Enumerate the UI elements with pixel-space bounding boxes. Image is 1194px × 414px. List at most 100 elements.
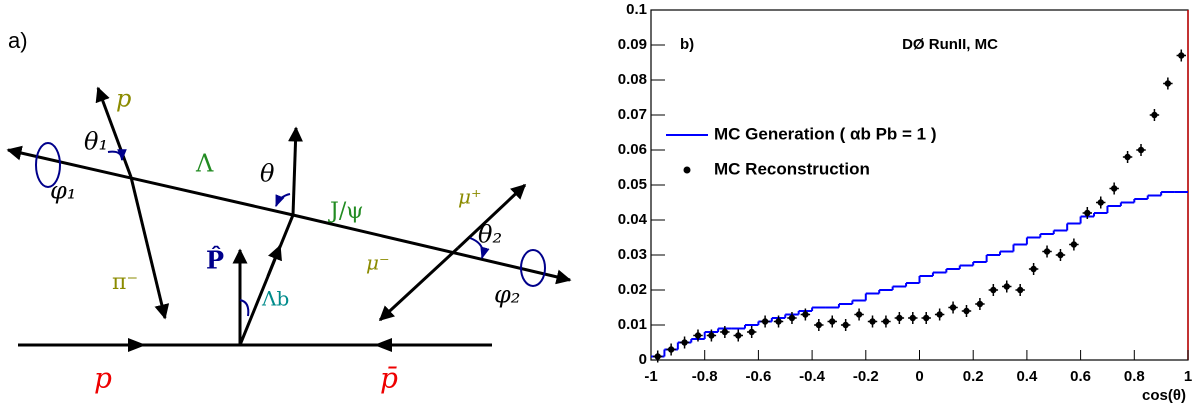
data-point [909,314,916,322]
lambda-b-line [238,214,295,346]
angle-arc [469,237,490,260]
x-tick-label: 0.4 [1016,368,1038,385]
x-tick-label: 0.6 [1070,368,1091,385]
data-point [735,332,742,339]
muon-minus-arrow [378,246,460,322]
y-tick-label: 0.09 [618,36,647,53]
data-point [1164,80,1172,87]
data-point [923,314,930,322]
data-point [1097,199,1104,206]
data-point [721,328,729,336]
panel-label: b) [680,36,694,53]
data-point [976,300,984,308]
y-tick-label: 0.02 [618,281,647,298]
data-point [869,318,876,325]
data-point [775,318,782,325]
data-point [761,318,769,325]
diagram: a) p θ₁ Λ θ J/ψ μ⁺ θ₂ φ₁ π⁻ P̂ Λb μ⁻ φ₂ … [6,28,572,395]
angle-label: θ₁ [84,128,108,156]
data-point [1137,146,1145,154]
data-point [708,332,715,339]
data-point [990,286,997,294]
y-tick-label: 0.07 [618,106,647,123]
particle-label: π⁻ [112,270,138,295]
rotation-ellipse [520,249,546,287]
beam-label: p̄ [380,362,398,395]
legend-entry: MC Generation ( αb Pb = 1 ) [714,124,937,143]
data-point [667,346,675,353]
y-tick-label: 0.05 [618,176,647,193]
data-point [1151,111,1158,119]
angle-arc [275,193,291,208]
data-point [694,332,702,339]
lambda-line [6,145,294,217]
data-point [1043,248,1051,255]
particle-label: Λ [195,150,214,178]
particle-label: J/ψ [328,199,363,224]
particle-label: Λb [261,287,289,311]
y-tick-label: 0 [639,351,647,368]
data-point [1110,185,1118,192]
data-point [949,304,957,311]
particle-label: μ⁺ [458,185,482,209]
data-point [896,314,903,322]
jpsi-line [292,213,572,285]
data-point [815,321,823,329]
y-tick-label: 0.06 [618,141,647,158]
data-point [855,311,863,318]
angle-label: θ [260,160,275,188]
x-tick-label: 0.2 [963,368,984,385]
x-tick-label: -0.8 [692,368,718,385]
particle-label: μ⁻ [366,251,390,275]
lambda-b-arrow [266,244,282,277]
x-tick-label: -0.2 [853,368,879,385]
data-point [936,311,943,318]
beam-arrow [128,338,146,352]
panel-label: a) [8,28,28,53]
muon-plus-arrow [456,183,527,250]
x-tick-label: 0 [915,368,923,385]
angle-arc [239,299,250,317]
x-axis-label: cos(θ) [1142,387,1186,404]
angle-label: φ₂ [494,281,520,309]
data-point [1084,209,1091,217]
x-tick-label: -1 [644,368,657,385]
y-tick-label: 0.01 [618,316,647,333]
y-tick-label: 0.08 [618,71,647,88]
x-tick-label: 0.8 [1124,368,1145,385]
data-point [1057,251,1064,259]
data-point [748,328,755,336]
data-point [1016,286,1024,294]
plot-frame [650,9,1189,361]
data-point [842,321,849,329]
x-tick-label: 1 [1184,368,1192,385]
data-point [829,318,836,325]
data-point [1003,283,1010,290]
chart: b) DØ RunII, MC cos(θ) 0 0.01 0.02 0.03 0.04… [618,1,1192,404]
legend-entry: MC Reconstruction [714,159,870,178]
data-point [882,318,890,325]
chart-title: DØ RunII, MC [902,36,998,53]
y-tick-label: 0.03 [618,246,647,263]
data-point [1178,52,1185,59]
polarization-label: P̂ [206,246,224,275]
y-tick-label: 0.04 [618,211,648,228]
data-point [802,311,809,318]
particle-label: p [116,85,131,113]
data-point [1030,265,1037,273]
beam-arrow [374,338,392,352]
y-tick-label: 0.1 [626,1,647,18]
data-point [788,314,796,322]
x-tick-label: -0.6 [745,368,771,385]
rotation-ellipse [35,142,61,188]
angle-label: φ₁ [50,177,76,205]
data-point [963,307,970,315]
data-point [681,339,688,346]
data-point [654,353,661,360]
legend-swatch [683,166,691,174]
x-tick-label: -0.4 [799,368,826,385]
normal-arrow [288,126,304,216]
pion-arrow [129,176,170,320]
angle-label: θ₂ [478,221,502,249]
